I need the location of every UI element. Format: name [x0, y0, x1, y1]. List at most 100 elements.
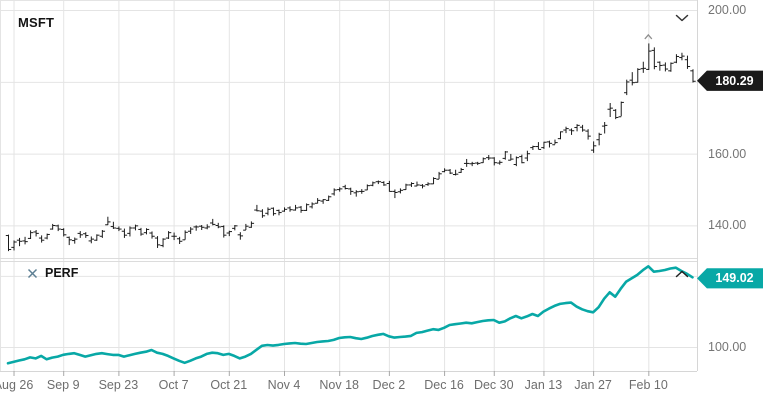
x-axis-label: Jan 13	[524, 378, 563, 392]
ohlc-bar	[552, 139, 558, 146]
ohlc-bar	[480, 157, 486, 164]
chevron-down-icon[interactable]	[675, 14, 689, 22]
ohlc-bar	[375, 180, 382, 185]
ohlc-bar	[199, 224, 205, 231]
x-axis-label: Dec 16	[424, 378, 464, 392]
ohlc-bar	[497, 160, 503, 165]
ohlc-bar	[557, 131, 564, 140]
ohlc-bar	[408, 182, 415, 187]
x-axis-label: Jan 27	[574, 378, 612, 392]
ohlc-bar	[684, 55, 691, 69]
ohlc-bar	[651, 47, 658, 70]
ohlc-bar	[127, 226, 133, 237]
x-axis-label: Dec 2	[372, 378, 406, 392]
x-axis-label: Sep 9	[46, 378, 80, 392]
ohlc-bar	[55, 224, 61, 232]
ohlc-bar	[276, 209, 282, 216]
perf-line	[6, 264, 694, 365]
ohlc-bar	[419, 184, 426, 189]
ohlc-bar	[265, 207, 271, 216]
ohlc-bar	[61, 228, 67, 237]
ohlc-bar	[204, 224, 210, 230]
ohlc-bar	[458, 167, 464, 173]
ohlc-bar	[463, 158, 470, 167]
ohlc-bar	[386, 180, 393, 192]
ohlc-bar	[83, 232, 89, 238]
ohlc-series	[5, 33, 696, 252]
ohlc-bar	[563, 126, 569, 134]
ohlc-bar	[254, 204, 260, 212]
ohlc-bar	[337, 187, 343, 192]
ohlc-bar	[585, 129, 591, 140]
ohlc-bar	[116, 226, 122, 232]
ohlc-bar	[27, 230, 34, 239]
ohlc-bar	[618, 101, 624, 118]
ohlc-bar	[486, 155, 492, 161]
x-ticks	[13, 371, 650, 376]
ohlc-bar	[607, 102, 613, 117]
ohlc-bar	[348, 187, 354, 195]
ohlc-bar	[138, 227, 144, 236]
ohlc-bar	[88, 236, 94, 244]
ohlc-bar	[414, 181, 420, 187]
chevron-up-icon[interactable]	[675, 270, 689, 278]
ohlc-bar	[629, 72, 635, 86]
ohlc-bar	[530, 145, 536, 150]
symbol-label: MSFT	[18, 15, 55, 30]
ohlc-bar	[441, 168, 448, 173]
ohlc-bar	[436, 171, 442, 180]
ohlc-bar	[22, 236, 28, 245]
x-axis-label: Nov 18	[319, 378, 359, 392]
ohlc-bar	[259, 209, 266, 218]
ohlc-bar	[143, 228, 150, 235]
ohlc-bar	[624, 79, 630, 96]
ohlc-bar	[668, 62, 674, 72]
ohlc-bar	[508, 153, 514, 161]
ohlc-bar	[160, 238, 166, 248]
ohlc-bar	[232, 224, 238, 231]
ohlc-bar	[149, 231, 155, 239]
ohlc-bar	[519, 154, 525, 164]
ohlc-bar	[99, 230, 106, 238]
ohlc-bar	[176, 236, 183, 245]
ohlc-bar	[359, 189, 365, 194]
ohlc-bar	[640, 61, 646, 73]
ohlc-bar	[287, 206, 293, 212]
ohlc-bar	[121, 228, 128, 238]
ohlc-bar	[546, 140, 553, 148]
ohlc-bar	[430, 177, 437, 185]
last-price-badge: 180.29	[697, 70, 763, 91]
ohlc-bar	[72, 237, 78, 244]
ohlc-bar	[110, 221, 117, 229]
ohlc-bar	[105, 216, 111, 226]
y-axis-label: 200.00	[708, 3, 747, 18]
ohlc-bar	[370, 181, 376, 187]
ohlc-bar	[331, 188, 337, 196]
ohlc-bar	[524, 150, 531, 162]
ohlc-bar	[657, 61, 663, 71]
ohlc-bar	[187, 227, 194, 234]
ohlc-bar	[646, 43, 652, 70]
ohlc-bar	[452, 169, 459, 176]
close-icon[interactable]	[27, 268, 38, 279]
ohlc-bar	[270, 207, 277, 216]
ohlc-bar	[568, 128, 575, 135]
ohlc-bar	[673, 54, 680, 64]
ohlc-bar	[596, 132, 602, 146]
ohlc-bar	[237, 232, 244, 240]
ohlc-bar	[574, 124, 580, 132]
ohlc-bar	[243, 223, 249, 231]
ohlc-bar	[502, 151, 508, 160]
ohlc-bar	[397, 188, 404, 194]
ohlc-bar	[132, 224, 139, 231]
ohlc-bar	[248, 221, 255, 228]
perf-series	[6, 264, 694, 365]
ohlc-bar	[579, 124, 586, 132]
ohlc-bar	[690, 69, 696, 83]
ohlc-bar	[154, 236, 161, 248]
ohlc-bar	[165, 231, 172, 239]
ohlc-bar	[292, 204, 299, 211]
y-axis-label: 140.00	[708, 218, 747, 233]
